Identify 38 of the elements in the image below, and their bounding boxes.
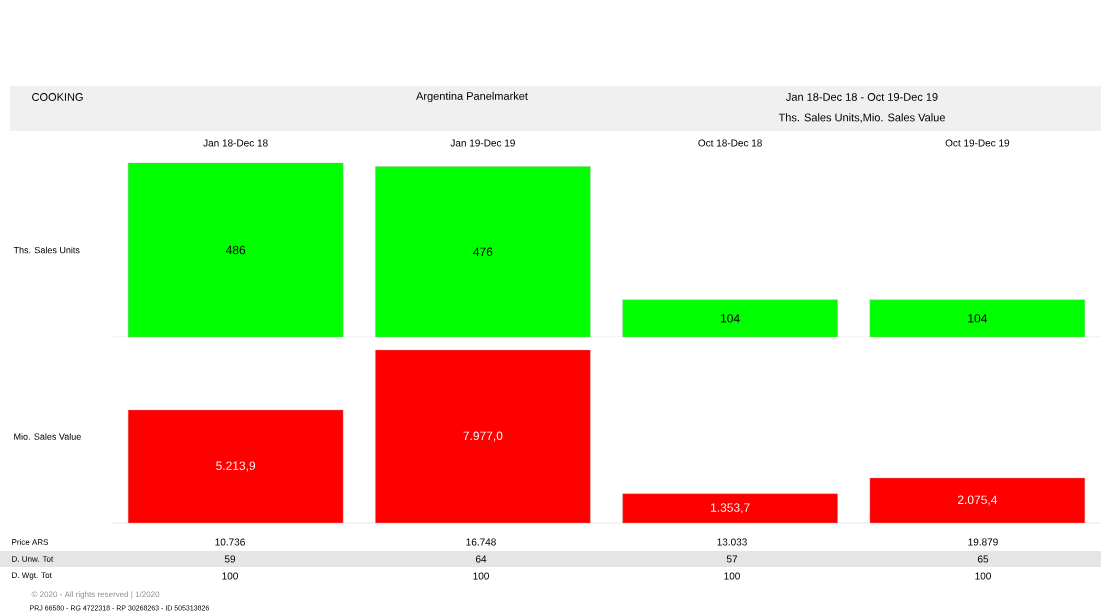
bar bbox=[375, 349, 591, 524]
x-tick-label: Oct 18-Dec 18 bbox=[698, 139, 762, 147]
text: © 2020 - All rights reserved | 1/2020 bbox=[31, 591, 160, 599]
text: 59 bbox=[224, 555, 236, 563]
text: 100 bbox=[975, 572, 991, 580]
data-label: 2.075,4 bbox=[957, 495, 998, 506]
bar bbox=[127, 409, 344, 524]
y-axis-title: Mio. Sales Value bbox=[14, 433, 81, 440]
text: 13.033 bbox=[717, 538, 747, 546]
data-label: 5.213,9 bbox=[216, 461, 256, 472]
data-label: 104 bbox=[968, 314, 988, 323]
x-tick-label: Jan 18-Dec 18 bbox=[203, 139, 268, 147]
y-axis-title: Ths. Sales Units bbox=[13, 246, 80, 254]
text: 57 bbox=[726, 555, 738, 563]
x-tick-label: Jan 19-Dec 19 bbox=[450, 139, 515, 147]
data-label: 7.977,0 bbox=[463, 431, 503, 442]
data-label: 104 bbox=[721, 314, 740, 323]
data-label: 1.353,7 bbox=[711, 503, 750, 514]
text: Ths. Sales Units,Mio. Sales Value bbox=[778, 113, 945, 123]
category-label: D. Wgt. Tot bbox=[12, 572, 52, 580]
text: 64 bbox=[475, 555, 487, 563]
text: 19.879 bbox=[968, 538, 998, 546]
data-label: 476 bbox=[473, 247, 493, 257]
category-label: Price ARS bbox=[12, 539, 49, 545]
data-label: 486 bbox=[225, 245, 246, 255]
text: Argentina Panelmarket bbox=[416, 91, 528, 103]
text: COOKING bbox=[32, 93, 83, 101]
text: 10.736 bbox=[215, 538, 245, 546]
category-label: D. Unw. Tot bbox=[12, 556, 54, 562]
text: 100 bbox=[222, 572, 238, 580]
text: 100 bbox=[473, 572, 489, 580]
text: 65 bbox=[977, 555, 989, 563]
text: 16.748 bbox=[466, 538, 496, 546]
x-tick-label: Oct 19-Dec 19 bbox=[945, 139, 1010, 147]
bar bbox=[869, 477, 1086, 524]
bar bbox=[622, 493, 838, 524]
text: Jan 18-Dec 18 - Oct 19-Dec 19 bbox=[786, 93, 938, 101]
text: 100 bbox=[724, 572, 740, 580]
